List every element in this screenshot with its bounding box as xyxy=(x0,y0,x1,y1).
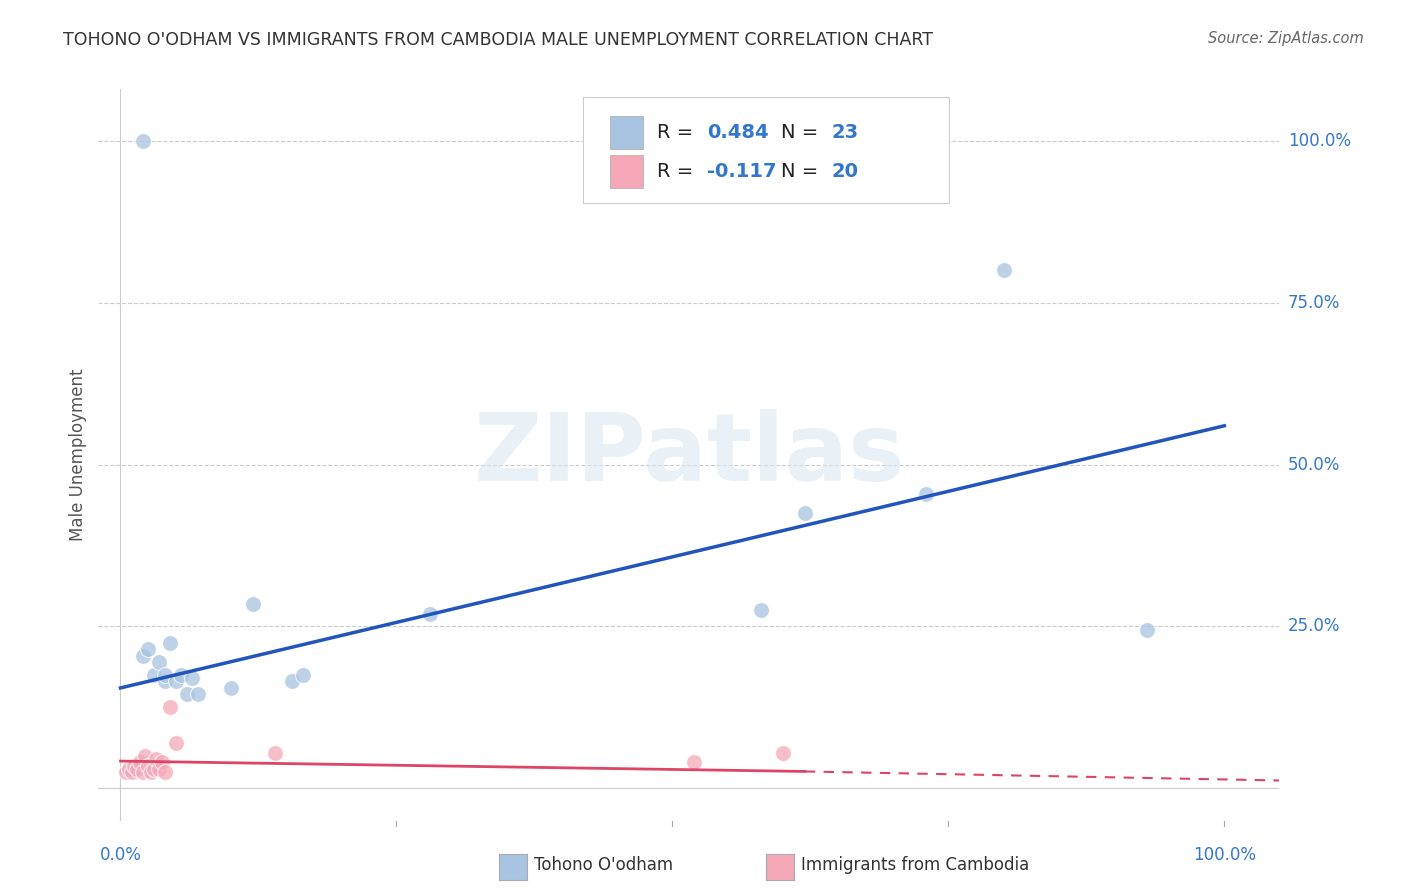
Point xyxy=(129,756,152,770)
Text: 20: 20 xyxy=(832,161,859,181)
Point xyxy=(1136,623,1159,637)
Point xyxy=(131,648,153,663)
Point xyxy=(993,263,1015,277)
Point xyxy=(749,603,772,617)
Point xyxy=(772,746,794,760)
Point xyxy=(683,756,706,770)
Bar xyxy=(610,155,643,187)
Text: 75.0%: 75.0% xyxy=(1288,293,1340,312)
Point xyxy=(136,758,159,772)
Point xyxy=(152,756,174,770)
Point xyxy=(121,765,143,780)
Point xyxy=(153,668,176,682)
Text: 50.0%: 50.0% xyxy=(1288,456,1340,474)
Point xyxy=(125,762,148,776)
Point xyxy=(170,668,193,682)
Point xyxy=(159,635,181,649)
Text: 25.0%: 25.0% xyxy=(1288,617,1340,635)
Point xyxy=(280,674,302,689)
Point xyxy=(148,762,170,776)
Text: 0.0%: 0.0% xyxy=(100,846,142,863)
Point xyxy=(219,681,242,695)
Point xyxy=(176,687,198,701)
Text: 100.0%: 100.0% xyxy=(1288,132,1351,150)
Point xyxy=(153,674,176,689)
Text: N =: N = xyxy=(782,161,824,181)
Point xyxy=(165,736,187,750)
Point xyxy=(159,700,181,714)
Point xyxy=(141,765,163,780)
Point xyxy=(148,655,170,669)
Point xyxy=(153,765,176,780)
Y-axis label: Male Unemployment: Male Unemployment xyxy=(69,368,87,541)
Point xyxy=(145,752,167,766)
Point xyxy=(142,762,165,776)
Text: ZIPatlas: ZIPatlas xyxy=(474,409,904,501)
Point xyxy=(122,758,145,772)
Point xyxy=(264,746,287,760)
Text: N =: N = xyxy=(782,123,824,142)
FancyBboxPatch shape xyxy=(582,96,949,202)
Text: 23: 23 xyxy=(832,123,859,142)
Bar xyxy=(610,116,643,149)
Point xyxy=(291,668,314,682)
Point xyxy=(165,674,187,689)
Text: Source: ZipAtlas.com: Source: ZipAtlas.com xyxy=(1208,31,1364,46)
Point xyxy=(242,597,264,611)
Point xyxy=(181,671,204,685)
Point xyxy=(793,506,815,520)
Text: 0.484: 0.484 xyxy=(707,123,768,142)
Text: 100.0%: 100.0% xyxy=(1192,846,1256,863)
Text: TOHONO O'ODHAM VS IMMIGRANTS FROM CAMBODIA MALE UNEMPLOYMENT CORRELATION CHART: TOHONO O'ODHAM VS IMMIGRANTS FROM CAMBOD… xyxy=(63,31,934,49)
Text: Immigrants from Cambodia: Immigrants from Cambodia xyxy=(801,856,1029,874)
Point xyxy=(131,765,153,780)
Point xyxy=(115,765,138,780)
Point xyxy=(131,134,153,148)
Point xyxy=(118,762,141,776)
Text: R =: R = xyxy=(657,123,700,142)
Text: Tohono O'odham: Tohono O'odham xyxy=(534,856,673,874)
Point xyxy=(419,607,441,621)
Point xyxy=(134,748,156,763)
Point xyxy=(915,487,938,501)
Text: -0.117: -0.117 xyxy=(707,161,776,181)
Text: R =: R = xyxy=(657,161,700,181)
Point xyxy=(187,687,209,701)
Point xyxy=(136,642,159,657)
Point xyxy=(142,668,165,682)
